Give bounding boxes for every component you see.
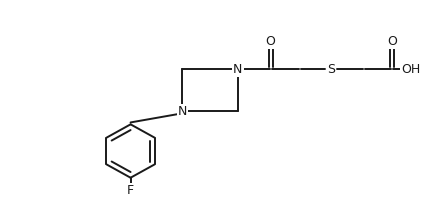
- Text: N: N: [178, 105, 187, 117]
- Text: OH: OH: [401, 63, 420, 76]
- Text: O: O: [266, 35, 276, 48]
- Text: S: S: [327, 63, 335, 76]
- Text: O: O: [387, 35, 397, 48]
- Text: F: F: [127, 184, 134, 197]
- Text: N: N: [233, 63, 243, 76]
